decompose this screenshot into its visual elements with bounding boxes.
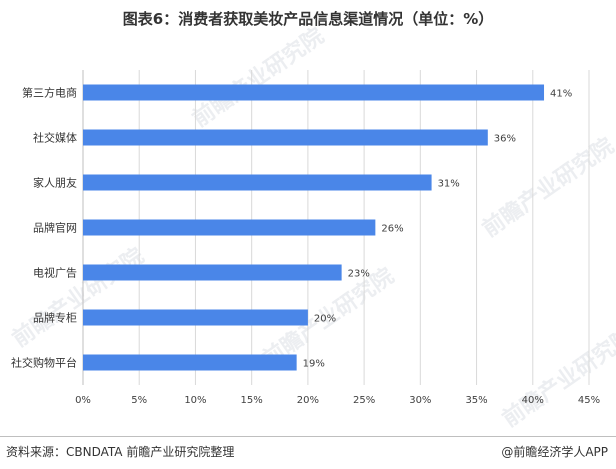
- bar: [83, 84, 545, 101]
- data-label: 26%: [381, 224, 403, 235]
- category-label: 品牌专柜: [33, 311, 77, 325]
- x-tick-label: 25%: [353, 395, 375, 406]
- x-tick-label: 10%: [184, 395, 206, 406]
- category-label: 品牌官网: [33, 221, 77, 235]
- data-label: 19%: [303, 359, 325, 370]
- category-label: 家人朋友: [33, 176, 77, 190]
- category-label: 社交媒体: [33, 131, 77, 145]
- x-tick-label: 5%: [131, 395, 147, 406]
- bar: [83, 219, 376, 236]
- data-label: 36%: [494, 134, 516, 145]
- data-label: 41%: [550, 89, 572, 100]
- x-tick-label: 45%: [578, 395, 600, 406]
- data-label: 20%: [314, 314, 336, 325]
- bar: [83, 174, 432, 191]
- x-tick-label: 0%: [75, 395, 91, 406]
- data-label: 31%: [438, 179, 460, 190]
- footer: 资料来源：CBNDATA 前瞻产业研究院整理 @前瞻经济学人APP: [0, 438, 616, 469]
- chart-title: 图表6：消费者获取美妆产品信息渠道情况（单位：%）: [122, 10, 494, 28]
- data-label: 23%: [348, 269, 370, 280]
- bar: [83, 129, 488, 146]
- bar: [83, 264, 342, 281]
- bar: [83, 309, 308, 326]
- category-label: 电视广告: [33, 266, 77, 280]
- category-label: 社交购物平台: [11, 356, 77, 370]
- x-tick-label: 40%: [522, 395, 544, 406]
- x-tick-label: 15%: [241, 395, 263, 406]
- category-label: 第三方电商: [22, 86, 77, 100]
- x-tick-label: 30%: [409, 395, 431, 406]
- x-tick-label: 20%: [297, 395, 319, 406]
- x-tick-label: 35%: [465, 395, 487, 406]
- footer-divider: [0, 436, 616, 437]
- brand-credit: @前瞻经济学人APP: [501, 445, 608, 459]
- source-note: 资料来源：CBNDATA 前瞻产业研究院整理: [6, 445, 235, 459]
- bar: [83, 354, 297, 371]
- bar-chart: 0% 5% 10% 15% 20% 25% 30% 35% 40% 45% 第三方电商 41% 社交媒体…: [11, 70, 600, 406]
